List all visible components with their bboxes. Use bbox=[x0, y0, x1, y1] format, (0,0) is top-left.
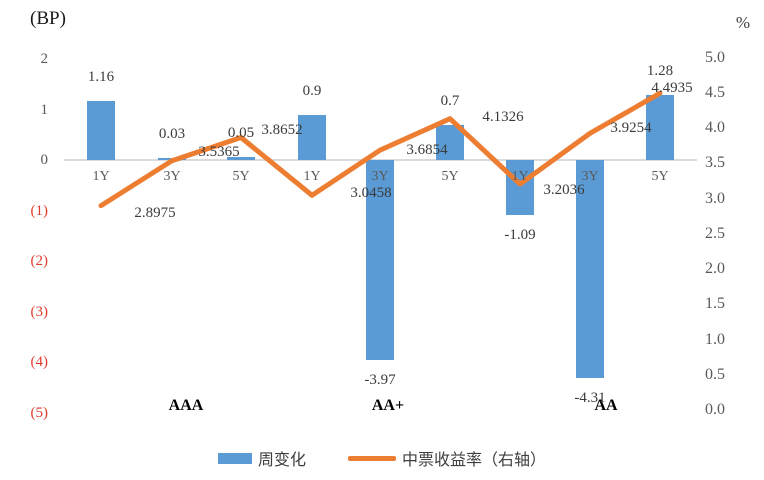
line-series-swatch-icon bbox=[348, 455, 396, 461]
bar-data-label: 0.9 bbox=[302, 82, 322, 99]
bar-data-label: 0.05 bbox=[227, 125, 255, 142]
bar-data-label: -3.97 bbox=[364, 372, 396, 389]
bar bbox=[576, 160, 604, 378]
bar-data-label: 0.03 bbox=[158, 126, 186, 143]
category-label: 1Y bbox=[92, 169, 110, 184]
category-label: 3Y bbox=[371, 169, 389, 184]
bar bbox=[87, 101, 115, 160]
right-axis-tick: 2.0 bbox=[705, 260, 725, 277]
bar bbox=[366, 160, 394, 361]
line-data-label: 2.8975 bbox=[134, 204, 176, 221]
line-data-label: 3.5365 bbox=[198, 143, 240, 160]
right-axis-tick: 0.0 bbox=[705, 401, 725, 418]
line-data-label: 3.2036 bbox=[543, 182, 585, 199]
right-axis-tick: 2.5 bbox=[705, 224, 725, 242]
category-label: 5Y bbox=[651, 169, 669, 184]
line-data-label: 3.6854 bbox=[406, 142, 448, 159]
left-axis-title: (BP) bbox=[30, 8, 66, 29]
bar-data-label: 1.16 bbox=[87, 69, 115, 86]
legend-label-line-series: 中票收益率（右轴） bbox=[402, 452, 547, 469]
left-axis-tick: 2 bbox=[40, 51, 49, 67]
legend-label-bar-series: 周变化 bbox=[257, 452, 306, 469]
right-axis-tick: 4.5 bbox=[705, 83, 725, 101]
line-data-label: 4.4935 bbox=[651, 80, 693, 97]
line-data-label: 3.8652 bbox=[261, 121, 303, 138]
bar bbox=[227, 157, 255, 160]
group-label: AAA bbox=[168, 397, 204, 414]
group-label: AA+ bbox=[371, 397, 405, 414]
left-axis-tick: (4) bbox=[30, 354, 49, 370]
legend: 周变化 中票收益率（右轴） bbox=[0, 446, 764, 470]
legend-item-line-series: 中票收益率（右轴） bbox=[348, 446, 546, 470]
group-label: AA bbox=[594, 397, 618, 414]
bar bbox=[298, 114, 326, 160]
left-axis-tick: (2) bbox=[30, 253, 49, 269]
left-axis-tick: 0 bbox=[40, 152, 49, 168]
right-axis-title: % bbox=[735, 13, 751, 32]
left-axis-tick: (1) bbox=[30, 202, 49, 219]
left-axis-tick: 1 bbox=[40, 101, 49, 118]
right-axis-tick: 1.5 bbox=[705, 295, 725, 313]
bar-data-label: 0.7 bbox=[440, 92, 460, 109]
category-label: 3Y bbox=[163, 169, 181, 184]
left-axis-tick: (3) bbox=[30, 303, 49, 320]
bar bbox=[646, 95, 674, 160]
right-axis-tick: 3.0 bbox=[705, 189, 725, 207]
right-axis-tick: 0.5 bbox=[705, 365, 725, 383]
left-axis-tick: (5) bbox=[30, 404, 49, 421]
line-data-label: 4.1326 bbox=[482, 108, 524, 125]
category-label: 3Y bbox=[581, 169, 599, 184]
category-label: 1Y bbox=[303, 169, 321, 184]
right-axis-tick: 4.0 bbox=[705, 119, 725, 136]
category-label: 5Y bbox=[232, 169, 250, 184]
bar bbox=[506, 160, 534, 216]
category-label: 5Y bbox=[441, 169, 459, 184]
right-axis-tick: 1.0 bbox=[705, 330, 725, 348]
bar-data-label: -1.09 bbox=[504, 227, 536, 244]
bar-data-label: -4.31 bbox=[574, 389, 606, 406]
bar-data-label: 1.28 bbox=[646, 63, 674, 80]
bar-series-swatch-icon bbox=[217, 452, 252, 464]
right-axis-tick: 3.5 bbox=[705, 154, 725, 172]
line-data-label: 3.0458 bbox=[350, 185, 392, 202]
legend-item-bar-series: 周变化 bbox=[217, 446, 306, 470]
category-label: 1Y bbox=[511, 169, 529, 184]
line-data-label: 3.9254 bbox=[610, 120, 652, 137]
right-axis-tick: 5.0 bbox=[705, 48, 725, 66]
